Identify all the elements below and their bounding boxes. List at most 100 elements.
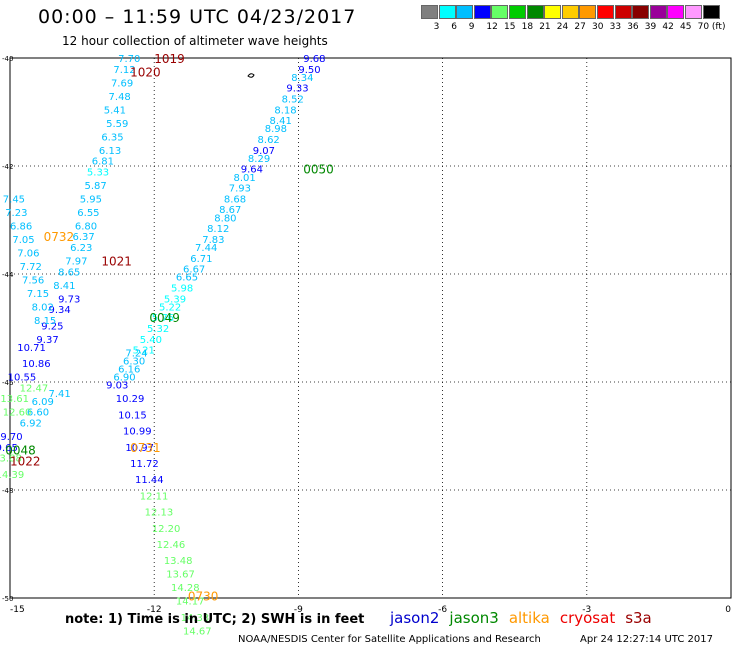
swh-label: 12.46 [157,540,186,551]
swh-label: 7.41 [48,389,70,400]
map-title: 00:00 – 11:59 UTC 04/23/2017 [38,6,357,28]
pass-time-label: 1020 [130,66,161,80]
swh-label: 8.80 [214,213,236,224]
swh-label: 5.59 [106,119,128,130]
swh-label: 8.18 [274,105,296,116]
swh-label: 7.97 [65,257,87,268]
swh-label: 6.35 [101,132,123,143]
island-outline [247,73,255,78]
swh-label: 10.86 [22,359,51,370]
scale-label: 24 [556,22,569,32]
satellite-legend: jason2 jason3 altika cryosat s3a [390,609,662,627]
scale-label: 6 [451,22,457,32]
swh-label: 8.41 [270,116,292,127]
swh-label: 8.62 [258,135,280,146]
swh-label: 6.86 [10,221,32,232]
swh-label: 6.16 [118,365,140,376]
units-note: note: 1) Time is in UTC; 2) SWH is in fe… [65,612,365,627]
swh-label: 6.65 [176,273,198,284]
lat-tick-label: -42 [2,163,13,171]
scale-swatch [702,5,720,19]
swh-label: 12.20 [152,524,181,535]
swh-label: 5.39 [164,294,186,305]
pass-time-label: 0049 [149,311,180,325]
map-subtitle: 12 hour collection of altimeter wave hei… [62,34,328,48]
pass-time-label: 0050 [303,163,334,177]
pass-time-label: 0730 [188,589,219,603]
swh-label: 7.93 [229,184,251,195]
swh-label: 12.47 [20,383,49,394]
scale-label: 9 [468,22,475,32]
swh-label: 6.71 [190,254,212,265]
swh-label: 5.87 [85,181,107,192]
scale-swatch [421,5,438,19]
swh-label: 8.29 [248,154,270,165]
scale-label: 45 [680,22,692,32]
scale-label: 70 (ft) [697,22,726,32]
swh-label: 5.21 [133,346,155,357]
swh-label: 7.45 [3,194,25,205]
swh-label: 11.72 [130,459,159,470]
lon-tick-label: -3 [582,605,591,615]
swh-label: 6.13 [99,146,121,157]
swh-label: 12.60 [3,408,32,419]
swh-label: 5.40 [140,335,162,346]
swh-label: 6.60 [27,408,49,419]
scale-label: 12 [486,22,498,32]
swh-label: 12.11 [140,491,169,502]
scale-label: 33 [609,22,622,32]
swh-label: 6.80 [75,221,97,232]
scale-label: 39 [644,22,657,32]
lat-tick-label: -40 [2,55,13,63]
scale-swatch [685,5,702,19]
swh-label: 7.69 [111,78,133,89]
scale-swatch [667,5,685,19]
swh-label: 10.99 [123,427,152,438]
swh-label: 5.41 [104,105,126,116]
swh-label: 8.15 [34,316,56,327]
swh-label: 9.37 [36,335,58,346]
swh-label: 13.61 [0,394,29,405]
scale-swatch [614,5,632,19]
scale-swatch [649,5,667,19]
swh-label: 10.29 [116,394,145,405]
swh-label: 11.44 [135,475,164,486]
swh-label: 8.01 [234,173,256,184]
swh-label: 7.44 [195,243,217,254]
swh-label: 8.34 [291,73,313,84]
swh-label: 8.12 [207,224,229,235]
swh-label: 9.34 [48,305,70,316]
swh-label: 8.67 [219,205,241,216]
swh-label: 8.98 [265,124,287,135]
scale-swatch [632,5,650,19]
swh-label: 5.32 [147,324,169,335]
swh-label: 9.25 [41,321,63,332]
swh-label: 5.95 [80,194,102,205]
legend-cryosat: cryosat [559,609,616,627]
credit-line: NOAA/NESDIS Center for Satellite Applica… [238,634,541,645]
pass-time-label: 1022 [10,454,41,468]
swh-label: 5.22 [159,302,181,313]
pass-time-label: 0048 [5,444,36,458]
swh-label: 9.70 [0,432,22,443]
swh-label: 10.15 [118,410,147,421]
lat-tick-label: -46 [2,379,14,387]
swh-label: 14.28 [171,583,200,594]
swh-label: 5.98 [171,284,193,295]
swh-label: 6.90 [113,373,135,384]
scale-label: 30 [592,22,604,32]
scale-swatch [473,5,491,19]
swh-label: 14.39 [0,470,24,481]
swh-label: 6.55 [77,208,99,219]
swh-label: 10.55 [8,373,37,384]
swh-label: 9.64 [241,165,263,176]
swh-label: 13.48 [164,556,193,567]
swh-label: 9.73 [58,294,80,305]
swh-label: 7.72 [20,262,42,273]
scale-label: 42 [662,22,674,32]
scale-swatch [544,5,562,19]
swh-label: 8.41 [53,281,75,292]
pass-time-label: 0731 [130,441,161,455]
scale-swatch [597,5,614,19]
